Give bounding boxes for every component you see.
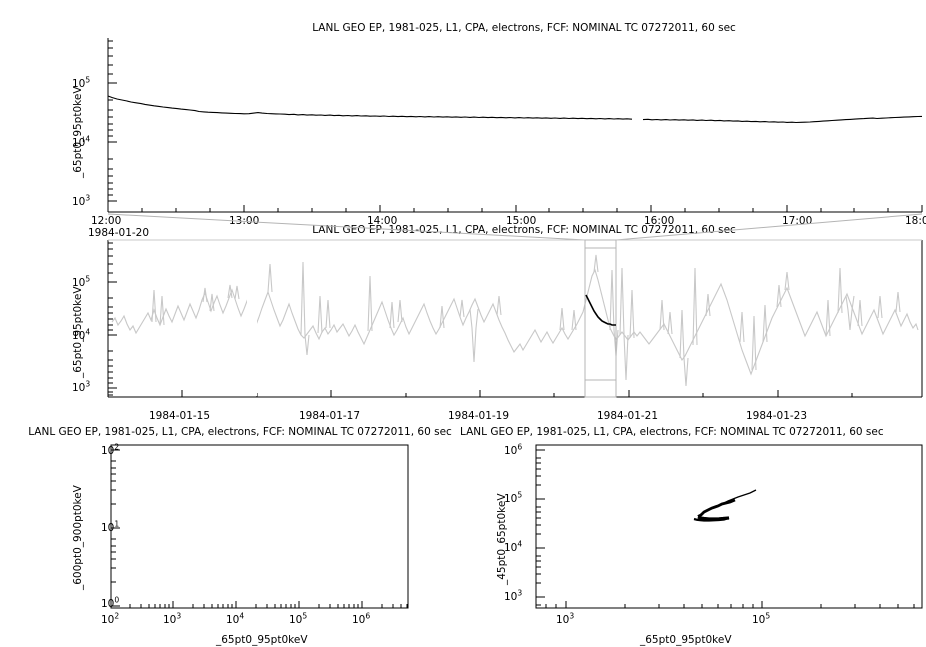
context-xtick-0123: 1984-01-23 — [746, 410, 808, 422]
scatter-right-xlabel: _65pt0_95pt0keV — [640, 634, 732, 646]
scatter-right-x-minor-ticks — [545, 604, 915, 608]
zoom-ytick-1e4: 104 — [72, 134, 91, 149]
scatter-left-xtick-1e4: 104 — [226, 611, 245, 626]
context-xtick-0119: 1984-01-19 — [448, 410, 510, 422]
context-ytick-1e4: 104 — [72, 327, 91, 342]
zoom-connector-lines — [107, 213, 923, 241]
zoom-xtick-1800: 18:00 — [905, 215, 926, 227]
scatter-left-xtick-1e5: 105 — [289, 611, 308, 626]
scatter-left-x-minor-ticks — [129, 604, 408, 608]
zoom-xtick-1200: 12:00 — [91, 215, 122, 227]
context-xtick-0121: 1984-01-21 — [597, 410, 659, 422]
context-spikes — [151, 254, 901, 387]
context-timeseries-title: LANL GEO EP, 1981-025, L1, CPA, electron… — [312, 224, 736, 236]
scatter-left-x-major-ticks — [110, 601, 363, 608]
scatter-right-track-dense — [697, 498, 736, 518]
zoom-x-minor-ticks — [141, 208, 889, 212]
zoom-ytick-1e5: 105 — [72, 75, 91, 90]
context-y-minor-ticks — [108, 242, 113, 396]
zoom-x-major-ticks — [107, 205, 923, 212]
scatter-left-xtick-1e2: 102 — [101, 611, 120, 626]
scatter-left-title: LANL GEO EP, 1981-025, L1, CPA, electron… — [28, 426, 452, 438]
scatter-left-frame — [110, 444, 409, 609]
scatter-left-xtick-1e3: 103 — [163, 611, 182, 626]
zoom-xtick-1500: 15:00 — [506, 215, 537, 227]
scatter-right-ytick-1e4: 104 — [504, 539, 523, 554]
context-x-major-ticks — [181, 390, 779, 397]
zoom-ytick-1e3: 103 — [72, 193, 91, 208]
zoom-flux-trace-a — [107, 95, 633, 120]
context-ytick-1e3: 103 — [72, 379, 91, 394]
scatter-left-plot[interactable] — [0, 0, 460, 647]
scatter-left-y-major-ticks — [111, 449, 120, 607]
scatter-right-ytick-1e6: 106 — [504, 442, 523, 457]
context-flux-trace-black — [585, 294, 616, 326]
highlight-selection-box[interactable] — [584, 239, 617, 398]
context-xtick-0117: 1984-01-17 — [299, 410, 361, 422]
context-xtick-0115: 1984-01-15 — [149, 410, 211, 422]
context-y-major-ticks — [108, 281, 117, 389]
zoom-timeseries-plot[interactable] — [0, 0, 926, 300]
scatter-left-xtick-1e6: 106 — [352, 611, 371, 626]
scatter-right-xtick-1e3: 103 — [556, 611, 575, 626]
zoom-xtick-1400: 14:00 — [367, 215, 398, 227]
scatter-right-ytick-1e3: 103 — [504, 588, 523, 603]
zoom-date-label: 1984-01-20 — [88, 227, 150, 239]
scatter-right-x-major-ticks — [565, 601, 763, 608]
scatter-right-y-minor-ticks — [536, 457, 541, 606]
context-ytick-1e5: 105 — [72, 274, 91, 289]
zoom-y-major-ticks — [108, 82, 117, 202]
context-x-minor-ticks — [107, 393, 853, 397]
scatter-left-xlabel: _65pt0_95pt0keV — [216, 634, 308, 646]
scatter-left-y-minor-ticks — [111, 460, 116, 583]
scatter-right-xtick-1e5: 105 — [752, 611, 771, 626]
zoom-timeseries-title: LANL GEO EP, 1981-025, L1, CPA, electron… — [312, 22, 736, 34]
scatter-right-track-hook — [693, 516, 730, 522]
zoom-y-minor-ticks — [108, 40, 113, 196]
context-data-gap — [247, 241, 257, 396]
scatter-right-title: LANL GEO EP, 1981-025, L1, CPA, electron… — [460, 426, 884, 438]
zoom-flux-trace-b — [642, 115, 923, 124]
scatter-right-y-major-ticks — [536, 449, 545, 598]
context-flux-trace-gray — [111, 268, 919, 376]
zoom-xtick-1600: 16:00 — [644, 215, 675, 227]
scatter-right-frame — [535, 444, 923, 609]
scatter-right-ytick-1e5: 105 — [504, 490, 523, 505]
